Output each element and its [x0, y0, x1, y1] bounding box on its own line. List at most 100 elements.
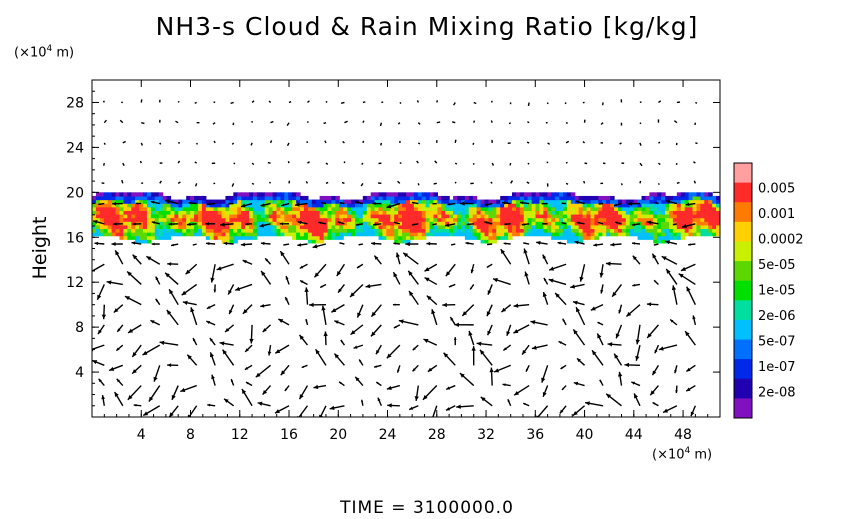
wind-arrow-head [652, 253, 657, 259]
cloud-cell [704, 228, 709, 233]
cloud-cell [319, 213, 325, 219]
cloud-cell [370, 210, 376, 215]
cloud-cell [402, 221, 407, 226]
cloud-cell [496, 206, 501, 211]
cloud-cell [99, 195, 105, 201]
cloud-cell [578, 195, 584, 201]
wind-arrow-head [672, 223, 675, 226]
cloud-cell [590, 203, 595, 208]
wind-arrow-head [487, 243, 490, 246]
cloud-cell [197, 224, 203, 230]
cloud-cell [621, 213, 627, 219]
cloud-cell [209, 199, 215, 204]
cloud-cell [103, 210, 109, 215]
cloud-cell [535, 217, 541, 222]
cloud-cell [143, 235, 148, 240]
cloud-cell [378, 199, 384, 204]
cloud-cell [178, 224, 183, 230]
cloud-cell [256, 203, 262, 208]
cloud-cell [327, 217, 333, 222]
cloud-cell [143, 199, 148, 204]
cloud-cell [586, 224, 592, 230]
cloud-cell [158, 206, 164, 211]
cloud-cell [323, 232, 329, 237]
wind-arrow-head [448, 284, 452, 288]
cloud-cell [676, 192, 682, 197]
cloud-cell [523, 192, 529, 197]
cloud-cell [629, 221, 635, 226]
cloud-cell [692, 210, 698, 215]
cloud-cell [700, 192, 705, 197]
cloud-cell [115, 210, 121, 215]
cloud-cell [578, 210, 584, 215]
wind-arrow-head [395, 252, 400, 258]
cloud-cell [641, 232, 647, 237]
cloud-cell [354, 221, 360, 226]
cloud-cell [637, 203, 643, 208]
wind-arrow-head [408, 270, 413, 276]
cloud-cell [453, 213, 458, 219]
cloud-cell [547, 228, 552, 233]
cloud-cell [441, 217, 446, 222]
cloud-cell [551, 235, 556, 240]
cloud-cell [649, 235, 654, 240]
cloud-cell [417, 235, 423, 240]
cloud-cell [511, 199, 517, 204]
cloud-cell [555, 224, 560, 230]
cloud-cell [566, 224, 572, 230]
cloud-cell [284, 199, 289, 204]
cloud-cell [374, 221, 380, 226]
cloud-cell [531, 206, 537, 211]
cloud-cell [225, 199, 230, 204]
cloud-cell [92, 221, 97, 226]
wind-arrow-head [393, 221, 397, 224]
cloud-cell [582, 210, 588, 215]
cloud-cell [370, 195, 376, 201]
cloud-cell [303, 217, 309, 222]
wind-arrow-shaft [564, 102, 567, 105]
cloud-cell [245, 213, 250, 219]
cloud-cell [712, 206, 717, 211]
cloud-cell [170, 206, 176, 211]
colorbar-swatch [734, 241, 752, 262]
cloud-cell [245, 195, 250, 201]
cloud-cell [496, 217, 501, 222]
cloud-cell [170, 224, 176, 230]
cloud-cell [680, 203, 686, 208]
cloud-cell [135, 199, 140, 204]
wind-arrow-head [232, 185, 234, 187]
cloud-cell [358, 206, 364, 211]
wind-arrow-shaft [490, 181, 493, 184]
cloud-cell [264, 217, 270, 222]
cloud-cell [425, 224, 431, 230]
wind-arrow-head [121, 180, 123, 182]
cloud-cell [433, 192, 438, 197]
cloud-cell [500, 203, 505, 208]
cloud-cell [292, 213, 297, 219]
cloud-cell [166, 221, 172, 226]
cloud-cell [665, 221, 670, 226]
cloud-mixing-ratio-field [92, 192, 720, 244]
cloud-cell [331, 210, 336, 215]
cloud-cell [590, 217, 595, 222]
cloud-cell [657, 232, 662, 237]
cloud-cell [684, 192, 690, 197]
cloud-cell [594, 228, 599, 233]
cloud-cell [390, 195, 395, 201]
cloud-cell [402, 210, 407, 215]
cloud-cell [276, 224, 281, 230]
cloud-cell [409, 228, 415, 233]
cloud-cell [284, 224, 289, 230]
wind-arrow-head [451, 243, 453, 246]
cloud-cell [307, 210, 313, 215]
cloud-cell [390, 199, 395, 204]
wind-arrow-head [279, 222, 284, 226]
cloud-cell [441, 232, 446, 237]
cloud-cell [598, 195, 603, 201]
cloud-cell [115, 232, 121, 237]
cloud-cell [496, 199, 501, 204]
cloud-cell [688, 192, 694, 197]
cloud-cell [449, 232, 454, 237]
cloud-cell [178, 210, 183, 215]
cloud-cell [402, 235, 407, 240]
